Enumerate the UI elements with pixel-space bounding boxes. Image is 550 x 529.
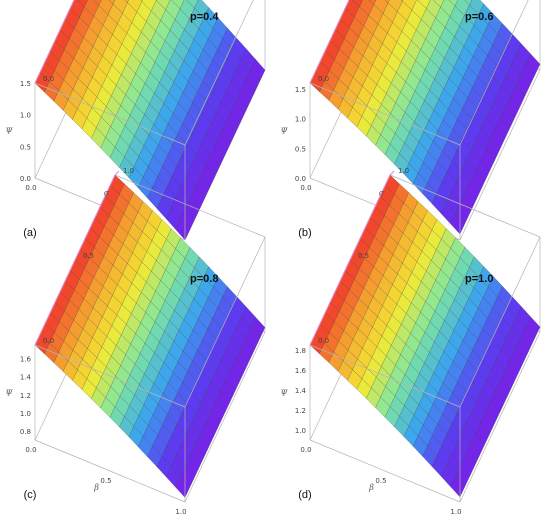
box-edge: [389, 174, 541, 238]
psi-tick-label: 1.4: [295, 387, 307, 395]
box-edge: [309, 344, 461, 408]
sigma-tick-label: 0.0: [43, 337, 54, 345]
surface: [34, 0, 266, 241]
box-edge: [459, 236, 541, 408]
beta-tick-label: 0.5: [375, 477, 386, 485]
sigma-tick-label: 1.0: [398, 167, 409, 175]
panel-label: (c): [24, 489, 37, 501]
surface-edge: [309, 0, 350, 84]
sigma-tick-label: 1.0: [123, 167, 134, 175]
surface-patch: [450, 212, 466, 235]
surface-edge: [114, 170, 120, 176]
box-edge: [309, 82, 461, 146]
psi-tick-label: 1.0: [20, 112, 31, 120]
surface: [309, 174, 541, 498]
sigma-tick-label: 0.5: [358, 252, 369, 260]
psi-tick-label: 1.4: [20, 374, 32, 382]
surface-edge: [34, 174, 116, 346]
panel-label: (b): [298, 227, 311, 239]
psi-axis-label: Ψ: [5, 127, 13, 136]
panel-title: p=0.4: [190, 11, 219, 23]
sigma-tick-label: 0.0: [43, 75, 54, 83]
box-edge: [184, 0, 254, 146]
psi-tick-label: 1.6: [295, 367, 307, 375]
box-edge: [309, 439, 461, 503]
surface-edge: [34, 0, 75, 84]
psi-axis-label: Ψ: [5, 389, 13, 398]
psi-tick-label: 1.2: [295, 407, 306, 415]
surface-patch: [450, 475, 466, 498]
surface-patch: [175, 476, 191, 498]
panel-a: 0.00.51.0β0.00.51.0σ0.00.51.01.5Ψp=0.4(a…: [5, 0, 266, 254]
box-edge: [184, 236, 266, 408]
psi-tick-label: 1.5: [295, 86, 306, 94]
psi-tick-label: 1.0: [295, 427, 306, 435]
psi-tick-label: 1.0: [20, 410, 31, 418]
panel-title: p=0.8: [190, 273, 218, 285]
psi-tick-label: 1.8: [295, 347, 306, 355]
panel-label: (a): [23, 227, 36, 239]
beta-tick-label: 0.0: [300, 184, 311, 192]
box-edge: [114, 174, 266, 238]
beta-tick-label: 1.0: [450, 508, 461, 516]
psi-tick-label: 1.2: [20, 392, 31, 400]
psi-axis-label: Ψ: [280, 127, 288, 136]
beta-axis-label: β: [93, 483, 99, 492]
box-edge: [459, 331, 541, 503]
sigma-tick-label: 0.0: [318, 75, 329, 83]
panel-d: 0.0 0.5 1.0 β 0.0 0.5 1.0 σ 1.0 1.2 1.4 1.6 1.8 Ψp=1.…: [280, 167, 541, 516]
surface-edge: [389, 170, 395, 176]
psi-tick-label: 0.8: [20, 428, 31, 436]
psi-axis-label: Ψ: [280, 389, 288, 398]
psi-tick-label: 1.5: [20, 80, 31, 88]
psi-tick-label: 1.0: [295, 116, 306, 124]
panel-c: 0.0 0.5 1.0 β 0.0 0.5 1.0 σ 0.8 1.0 1.2 1.4 1.6 Ψp=0.…: [5, 167, 266, 516]
box-edge: [34, 344, 186, 408]
box-edge: [34, 82, 186, 146]
surface-edge: [309, 174, 391, 346]
panel-title: p=0.6: [465, 11, 493, 23]
psi-tick-label: 1.6: [20, 356, 32, 364]
beta-tick-label: 0.0: [25, 446, 36, 454]
panel-title: p=1.0: [465, 273, 493, 285]
box-edge: [34, 439, 186, 503]
box-edge: [459, 69, 541, 241]
psi-tick-label: 0.5: [20, 143, 31, 151]
box-edge: [459, 0, 529, 146]
sigma-tick-label: 0.0: [318, 337, 329, 345]
beta-tick-label: 1.0: [175, 508, 186, 516]
panel-b: 0.00.51.0β0.00.51.0σ0.00.51.01.5Ψp=0.6(b…: [280, 0, 541, 254]
psi-tick-label: 0.0: [20, 175, 31, 183]
panel-label: (d): [298, 489, 311, 501]
surface-patch: [175, 218, 191, 241]
sigma-axis-label: σ: [104, 189, 110, 198]
surface: [309, 0, 541, 235]
box-edge: [184, 331, 266, 503]
psi-tick-label: 0.5: [295, 145, 306, 153]
surface: [34, 174, 266, 498]
sigma-tick-label: 0.5: [83, 252, 94, 260]
psi-tick-label: 0.0: [295, 175, 306, 183]
beta-tick-label: 0.5: [100, 477, 111, 485]
beta-tick-label: 0.0: [25, 184, 36, 192]
sigma-axis-label: σ: [379, 189, 385, 198]
beta-axis-label: β: [368, 483, 374, 492]
beta-tick-label: 0.0: [300, 446, 311, 454]
